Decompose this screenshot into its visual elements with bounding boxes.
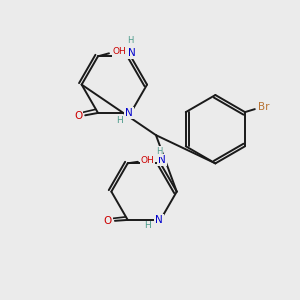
Text: H: H	[128, 36, 134, 45]
Text: O: O	[104, 216, 112, 226]
Text: H: H	[145, 221, 151, 230]
Text: N: N	[158, 155, 166, 165]
Text: N: N	[125, 108, 133, 118]
Text: OH: OH	[113, 47, 127, 56]
Text: N: N	[155, 215, 163, 225]
Text: H: H	[116, 116, 123, 125]
Text: N: N	[128, 48, 136, 58]
Text: Br: Br	[258, 102, 269, 112]
Text: H: H	[156, 147, 163, 156]
Text: O: O	[74, 111, 82, 121]
Text: OH: OH	[141, 156, 154, 165]
